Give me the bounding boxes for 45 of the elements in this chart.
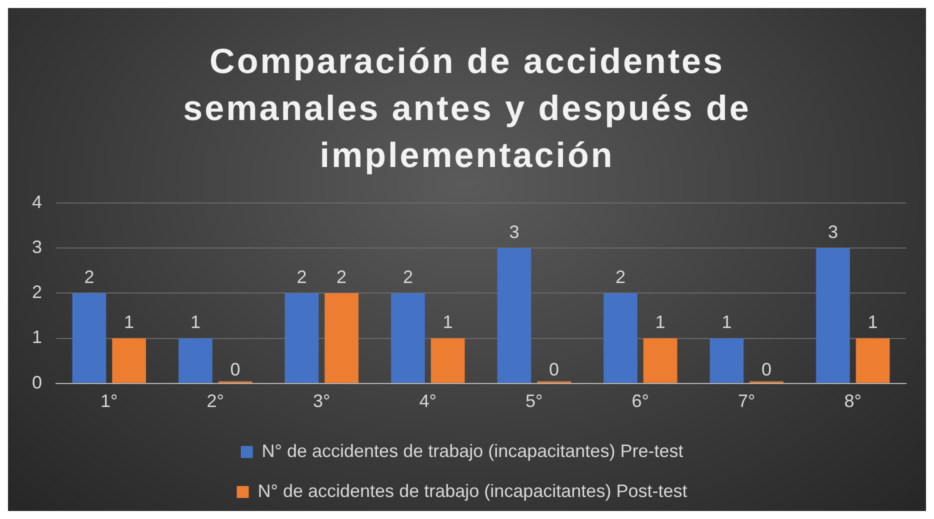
bar: [856, 338, 890, 383]
bar: [112, 338, 146, 383]
data-label: 1: [722, 312, 732, 332]
data-label: 1: [190, 312, 200, 332]
x-tick-label: 4°: [419, 391, 436, 412]
legend-label: N° de accidentes de trabajo (incapacitantes) Pre-test: [262, 440, 684, 461]
y-tick-label: 1: [32, 327, 42, 348]
data-label: 0: [549, 359, 560, 380]
data-label: 1: [442, 312, 453, 332]
bar: [643, 338, 678, 383]
bar: [604, 293, 638, 383]
bar: [816, 248, 850, 383]
bar: [324, 293, 358, 383]
data-label: 0: [230, 359, 240, 380]
y-tick-label: 2: [32, 282, 42, 302]
bar: [430, 338, 465, 383]
x-tick-label: 6°: [632, 391, 649, 412]
data-label: 2: [615, 267, 626, 288]
data-label: 1: [868, 312, 878, 332]
y-tick-label: 4: [32, 192, 42, 212]
data-label: 0: [762, 359, 772, 380]
bar: [284, 293, 319, 383]
data-label: 3: [509, 222, 520, 242]
bar: [497, 248, 532, 383]
y-tick-label: 0: [32, 372, 42, 392]
data-label: 1: [655, 312, 666, 332]
x-tick-label: 2°: [206, 391, 224, 412]
legend-label: N° de accidentes de trabajo (incapacitantes) Post-test: [258, 480, 688, 501]
bar: [391, 293, 425, 383]
bar: [710, 338, 744, 383]
data-label: 2: [336, 267, 347, 288]
data-label: 1: [124, 312, 134, 332]
data-label: 2: [296, 267, 307, 288]
bar: [178, 338, 212, 383]
data-label: 2: [402, 267, 413, 288]
x-tick-label: 1°: [100, 391, 118, 412]
chart-title: Comparación de accidentes semanales antes y después de implementación: [182, 41, 752, 177]
x-tick-label: 7°: [738, 391, 756, 412]
data-label: 2: [84, 267, 94, 288]
y-tick-label: 3: [32, 236, 42, 257]
x-tick-label: 3°: [313, 391, 330, 412]
x-tick-label: 5°: [526, 391, 543, 412]
x-tick-label: 8°: [844, 391, 862, 412]
bar: [72, 293, 106, 383]
data-label: 3: [828, 222, 838, 242]
